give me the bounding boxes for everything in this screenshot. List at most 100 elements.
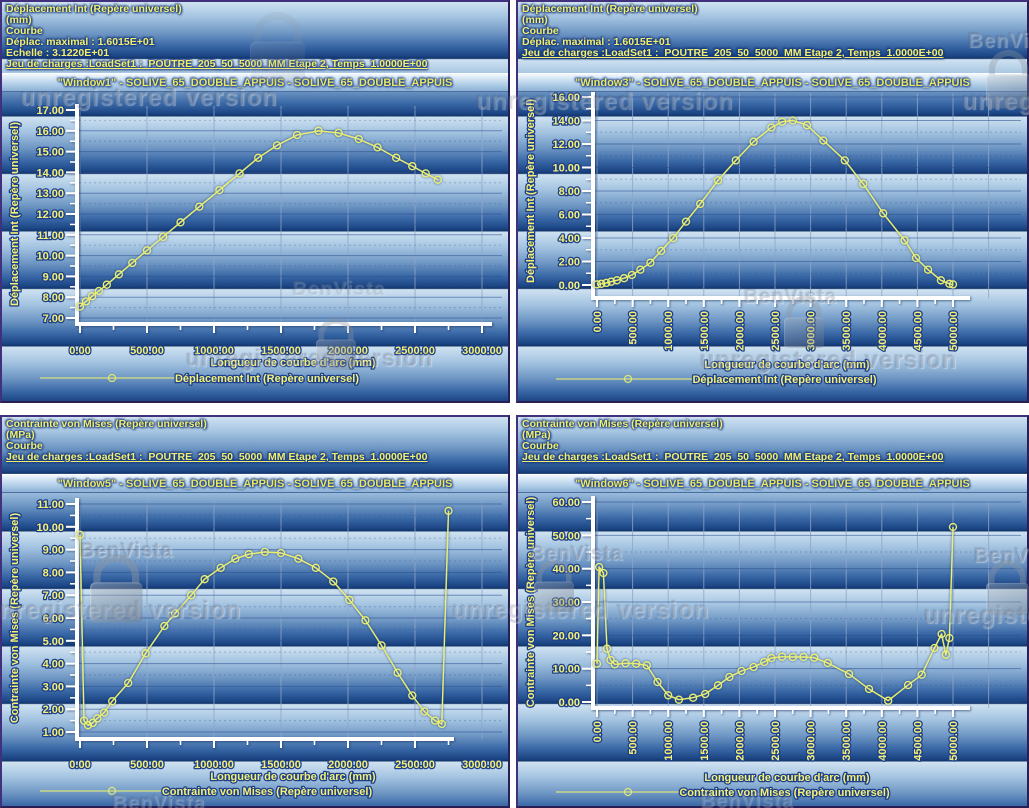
x-tick-label: 4000.00 [877,721,889,761]
data-point-marker [696,199,705,209]
data-point-marker [619,274,629,283]
x-tick-label: 2500.00 [770,311,782,351]
y-tick-label: 2.00 [43,704,64,716]
data-point-marker [669,233,678,243]
header-line: (MPa) [6,429,35,441]
x-tick-label: 2000.00 [734,311,746,351]
x-tick-label: 3500.00 [841,721,853,761]
header-line: Déplac. maximal : 1.6015E+01 [522,36,671,48]
window-title-bar[interactable]: "Window6" - SOLIVE_65_DOUBLE_APPUIS - SO… [518,474,1027,493]
data-point-marker [373,143,382,152]
data-point-marker [681,217,691,226]
data-point-marker [421,169,430,178]
header-line: Courbe [6,25,43,37]
data-point-marker [945,279,954,288]
legend-sample-marker [623,787,633,797]
data-series [592,522,958,705]
y-tick-label: 2.00 [559,257,580,269]
grid [595,93,1021,298]
header-line: Contrainte von Mises (Repère universel) [522,418,723,430]
data-point-marker [361,616,370,625]
window-title-bar[interactable]: "Window5" - SOLIVE_65_DOUBLE_APPUIS - SO… [2,474,508,493]
x-tick-label: 500.00 [628,311,640,345]
data-point-marker [276,548,286,558]
x-axis-title: Longueur de courbe d'arc (mm) [210,771,376,783]
header-line: Jeu de charges :LoadSet1 : POUTRE_205_50… [522,47,944,59]
data-point-marker [948,280,958,289]
data-point-marker [840,156,849,165]
data-point-marker [377,641,386,650]
header-line: (mm) [522,14,548,26]
data-point-marker [329,577,338,586]
legend-sample-marker [107,373,117,383]
data-point-marker [128,258,137,268]
y-tick-label: 1.00 [43,727,64,739]
y-tick-label: 14.00 [552,116,580,128]
data-point-marker [930,643,939,653]
plot-window-5: Contrainte von Mises (Repère universel)(… [0,415,510,808]
data-point-marker [903,680,913,690]
tick-labels: 0.00 10.00 20.00 30.00 40.00 50.00 60.00 0.00 50… [551,496,961,762]
legend-label: Contrainte von Mises (Repère universel) [679,787,890,799]
data-point-marker [642,661,651,670]
x-tick-label: 0.00 [592,721,604,742]
data-point-marker [945,633,954,643]
data-point-marker [311,563,320,572]
x-tick-label: 500.00 [628,721,640,755]
header-line: Contrainte von Mises (Repère universel) [6,418,207,430]
plot-window-1: Déplacement Int (Repère universel) (mm) Co… [0,0,510,403]
data-point-marker [231,554,240,563]
data-point-marker [176,218,185,227]
x-tick-label: 500.00 [130,345,164,357]
data-point-marker [917,670,926,679]
y-tick-label: 15.00 [36,147,64,159]
y-tick-label: 4.00 [559,233,580,245]
window-title-bar[interactable]: "Window3" - SOLIVE_65_DOUBLE_APPUIS - SO… [518,73,1027,92]
y-axis-title: Déplacement Int (Repère universel) [9,122,21,306]
chart-canvas: 0.00 2.00 4.00 6.00 8.00 10.00 12.00 14.00 16.00… [524,91,1021,387]
data-point-marker [108,697,117,706]
y-tick-label: 12.00 [552,139,580,151]
data-point-marker [254,153,263,162]
axes [582,496,970,717]
data-point-marker [88,718,97,728]
legend-label: Déplacement Int (Repère universel) [692,374,876,386]
y-tick-label: 10.00 [36,522,64,534]
data-point-marker [731,156,740,165]
series-line [79,510,450,726]
data-point-marker [345,595,354,604]
y-tick-label: 50.00 [552,530,580,542]
data-point-marker [170,609,180,618]
data-point-marker [664,691,673,700]
y-axis-title: Contrainte von Mises (Repère universel) [9,513,21,724]
data-point-marker [656,246,666,256]
data-point-marker [314,126,323,135]
data-point-marker [936,276,946,285]
x-axis-title: Longueur de courbe d'arc (mm) [210,357,376,369]
x-tick-label: 5000.00 [948,721,960,761]
x-tick-label: 2000.00 [734,721,746,761]
window-title-bar[interactable]: "Window1" - SOLIVE_65_DOUBLE_APPUIS - SO… [2,73,508,92]
header-line: Jeu de charges :LoadSet1 : POUTRE_205_50… [6,451,428,463]
data-point-marker [244,550,253,559]
data-point-marker [688,693,698,702]
y-tick-label: 0.00 [559,697,580,709]
data-point-marker [923,265,933,274]
header-line: Jeu de charges :LoadSet1 : POUTRE_205_50… [6,58,428,70]
data-point-marker [701,689,710,699]
y-tick-label: 20.00 [552,630,580,642]
legend-sample-marker [107,786,117,796]
data-point-marker [124,678,133,688]
data-point-marker [941,650,951,659]
data-point-marker [75,530,85,539]
x-tick-label: 0.00 [69,345,90,357]
grid [79,106,502,324]
data-point-marker [75,302,85,311]
x-tick-label: 4000.00 [877,311,889,351]
data-point-marker [102,280,111,289]
x-tick-label: 2500.00 [770,721,782,761]
tick-labels: 0.00 2.00 4.00 6.00 8.00 10.00 12.00 14.00 16.00… [551,91,961,352]
data-point-marker [859,179,868,189]
data-point-marker [900,236,909,245]
